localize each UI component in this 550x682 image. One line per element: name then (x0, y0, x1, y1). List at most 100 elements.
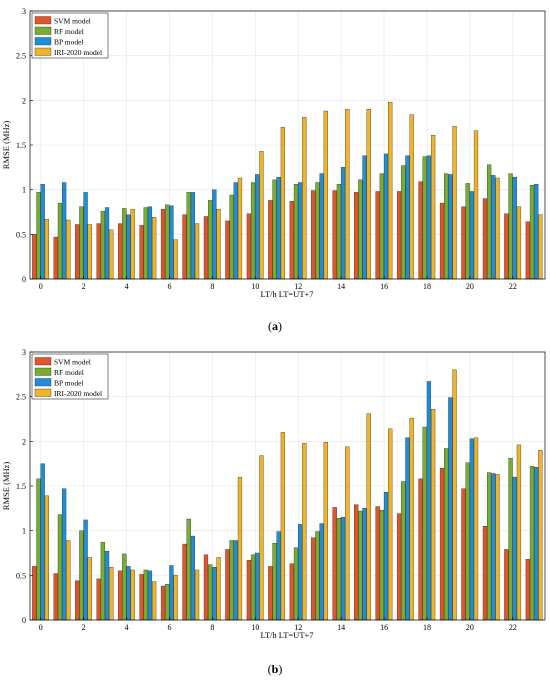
y-tick-labels: 0 0.5 1 1.5 2 2.5 3 (16, 7, 33, 284)
bar-rf-model-11 (272, 179, 277, 280)
x-tick-label: 22 (509, 623, 517, 632)
bar-iri-2020-model-2 (87, 224, 92, 280)
bar-iri-2020-model-13 (323, 110, 328, 280)
legend-swatch (34, 357, 52, 366)
bar-bp-model-10 (255, 174, 260, 280)
y-tick-label: 0.5 (16, 571, 26, 580)
bar-iri-2020-model-17 (409, 114, 414, 280)
bar-svm-model-23 (525, 559, 530, 621)
bar-iri-2020-model-9 (237, 476, 243, 621)
bar-rf-model-7 (186, 518, 191, 621)
bar-svm-model-0 (32, 234, 37, 280)
bar-rf-model-22 (508, 458, 513, 621)
y-tick-label: 1 (22, 186, 26, 195)
bar-bp-model-12 (298, 524, 303, 621)
bar-svm-model-3 (96, 223, 101, 280)
bar-rf-model-12 (293, 547, 299, 621)
legend-swatch (34, 16, 52, 25)
x-tick-label: 0 (39, 282, 43, 291)
legend-label: SVM model (54, 17, 91, 26)
bar-bp-model-0 (40, 184, 45, 280)
bar-svm-model-8 (203, 554, 209, 621)
bar-rf-model-7 (186, 192, 191, 280)
bar-rf-model-18 (422, 156, 427, 280)
bar-bp-model-15 (362, 508, 367, 621)
bar-bp-model-14 (340, 167, 346, 280)
bar-svm-model-5 (139, 574, 144, 621)
bar-rf-model-9 (229, 194, 234, 280)
bar-bp-model-5 (147, 206, 153, 280)
bar-svm-model-22 (504, 549, 509, 621)
bar-bp-model-11 (276, 176, 281, 280)
bar-rf-model-19 (444, 448, 449, 621)
bar-svm-model-16 (375, 506, 380, 621)
bar-iri-2020-model-21 (495, 474, 500, 621)
bar-rf-model-6 (165, 204, 170, 280)
x-tick-label: 4 (125, 623, 129, 632)
y-tick-label: 2 (22, 437, 26, 446)
bar-svm-model-10 (246, 559, 251, 621)
bar-svm-model-2 (75, 224, 80, 280)
bar-bp-model-17 (405, 437, 410, 621)
bar-svm-model-6 (160, 585, 166, 621)
legend-swatch (34, 47, 52, 56)
bar-bp-model-1 (62, 182, 67, 280)
bar-svm-model-19 (439, 467, 445, 621)
bar-iri-2020-model-15 (366, 109, 371, 280)
y-tick-label: 1.5 (16, 141, 26, 150)
x-tick-label: 20 (466, 282, 474, 291)
bar-bp-model-21 (491, 473, 496, 621)
legend-label: IRI-2020 model (54, 48, 102, 57)
x-tick-label: 22 (509, 282, 517, 291)
x-tick-label: 2 (82, 623, 86, 632)
bar-iri-2020-model-14 (345, 446, 350, 621)
bar-iri-2020-model-5 (152, 581, 157, 621)
bar-svm-model-16 (375, 191, 380, 280)
bar-bp-model-7 (190, 535, 195, 621)
y-axis-label: RMSE (MHz) (1, 462, 11, 511)
bar-svm-model-9 (225, 549, 230, 621)
bar-bp-model-15 (362, 155, 367, 280)
bar-iri-2020-model-14 (345, 109, 350, 280)
bar-rf-model-1 (57, 202, 63, 280)
y-axis-label: RMSE (MHz) (1, 121, 11, 170)
bar-svm-model-5 (139, 225, 144, 280)
bar-svm-model-23 (525, 221, 530, 280)
y-tick-label: 0 (22, 616, 26, 625)
bar-svm-model-4 (118, 570, 123, 621)
bar-rf-model-17 (401, 481, 406, 621)
bar-bp-model-9 (233, 540, 238, 621)
bar-bp-model-2 (83, 519, 88, 621)
bar-svm-model-22 (504, 213, 509, 280)
bar-svm-model-12 (289, 563, 294, 621)
bar-rf-model-23 (529, 185, 535, 280)
bar-iri-2020-model-12 (302, 442, 307, 621)
bar-rf-model-0 (36, 478, 41, 621)
x-tick-label: 14 (337, 282, 345, 291)
bar-rf-model-23 (529, 466, 535, 621)
bar-svm-model-12 (289, 201, 294, 280)
bar-iri-2020-model-0 (44, 495, 49, 621)
bar-bp-model-20 (469, 438, 474, 621)
bar-iri-2020-model-16 (388, 101, 393, 280)
bar-iri-2020-model-10 (259, 455, 264, 621)
legend-swatch (34, 367, 52, 376)
y-tick-label: 1.5 (16, 482, 26, 491)
bar-bp-model-23 (534, 467, 539, 621)
bar-iri-2020-model-5 (152, 217, 157, 280)
bar-svm-model-2 (75, 580, 80, 621)
legend-label: RF model (54, 27, 84, 36)
bar-bp-model-19 (448, 397, 453, 621)
bar-rf-model-2 (79, 530, 84, 621)
bar-iri-2020-model-18 (430, 408, 436, 621)
bar-iri-2020-model-20 (473, 437, 479, 621)
bar-rf-model-11 (272, 542, 277, 621)
bar-svm-model-6 (160, 209, 166, 280)
bar-bp-model-21 (491, 175, 496, 280)
x-tick-label: 0 (39, 623, 43, 632)
bar-rf-model-15 (358, 510, 363, 621)
bar-bp-model-6 (169, 205, 174, 280)
bar-bp-model-3 (104, 551, 110, 621)
bar-bp-model-13 (319, 523, 324, 621)
